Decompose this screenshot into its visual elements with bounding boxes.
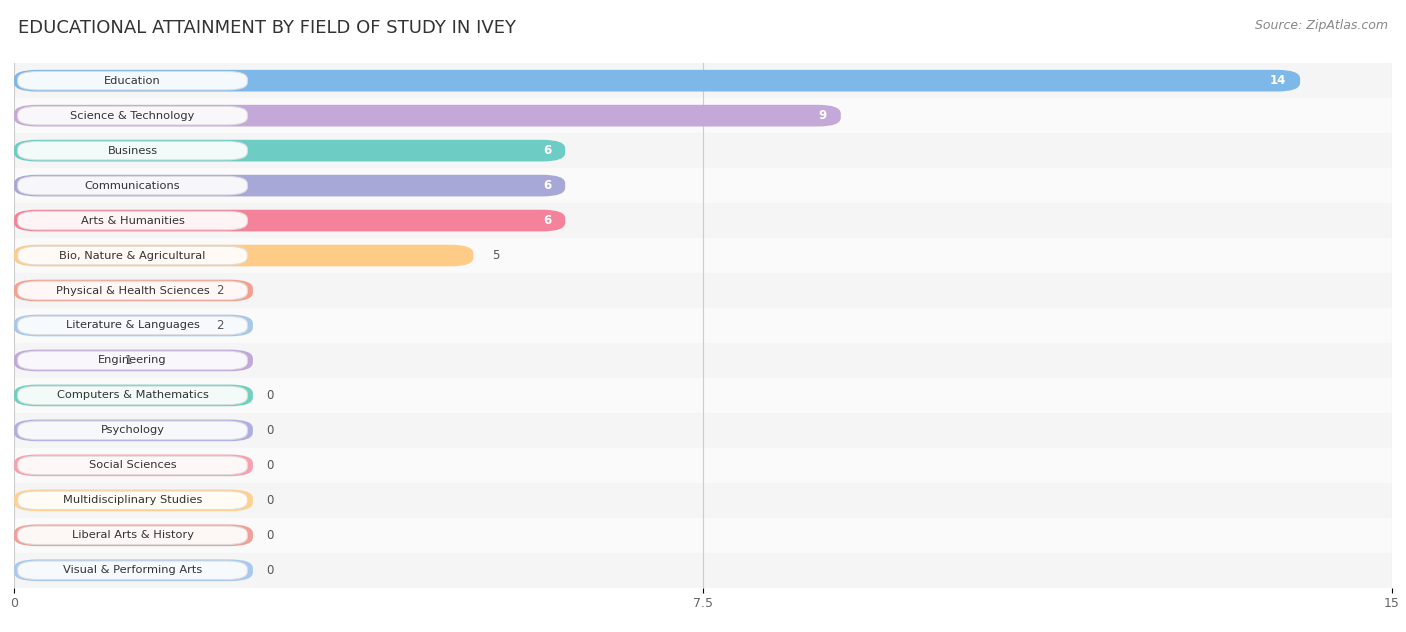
FancyBboxPatch shape xyxy=(18,316,247,335)
Text: 2: 2 xyxy=(217,284,224,297)
Text: EDUCATIONAL ATTAINMENT BY FIELD OF STUDY IN IVEY: EDUCATIONAL ATTAINMENT BY FIELD OF STUDY… xyxy=(18,19,516,37)
FancyBboxPatch shape xyxy=(18,211,247,230)
FancyBboxPatch shape xyxy=(14,175,565,197)
FancyBboxPatch shape xyxy=(18,71,247,90)
FancyBboxPatch shape xyxy=(18,491,247,509)
FancyBboxPatch shape xyxy=(14,385,253,406)
Text: 0: 0 xyxy=(267,459,274,472)
Text: 6: 6 xyxy=(543,214,551,227)
Text: Education: Education xyxy=(104,76,160,86)
Text: 6: 6 xyxy=(543,179,551,192)
Bar xyxy=(14,168,1392,203)
Text: 0: 0 xyxy=(267,389,274,402)
FancyBboxPatch shape xyxy=(14,420,253,441)
FancyBboxPatch shape xyxy=(18,561,247,580)
Bar xyxy=(14,448,1392,483)
FancyBboxPatch shape xyxy=(18,386,247,404)
Text: Liberal Arts & History: Liberal Arts & History xyxy=(72,530,194,540)
Text: 0: 0 xyxy=(267,564,274,577)
FancyBboxPatch shape xyxy=(18,176,247,195)
Bar xyxy=(14,203,1392,238)
FancyBboxPatch shape xyxy=(14,559,253,581)
Text: Source: ZipAtlas.com: Source: ZipAtlas.com xyxy=(1254,19,1388,32)
Text: Computers & Mathematics: Computers & Mathematics xyxy=(56,391,208,401)
Text: 0: 0 xyxy=(267,424,274,437)
Bar xyxy=(14,133,1392,168)
Text: Communications: Communications xyxy=(84,181,180,191)
FancyBboxPatch shape xyxy=(18,456,247,475)
Text: Engineering: Engineering xyxy=(98,355,167,365)
Text: 2: 2 xyxy=(217,319,224,332)
Bar xyxy=(14,238,1392,273)
Text: 0: 0 xyxy=(267,529,274,542)
FancyBboxPatch shape xyxy=(18,142,247,160)
Text: Multidisciplinary Studies: Multidisciplinary Studies xyxy=(63,495,202,506)
Text: Psychology: Psychology xyxy=(101,425,165,435)
FancyBboxPatch shape xyxy=(14,490,253,511)
Bar xyxy=(14,378,1392,413)
Bar xyxy=(14,553,1392,588)
Text: 1: 1 xyxy=(124,354,132,367)
Text: Literature & Languages: Literature & Languages xyxy=(66,320,200,331)
FancyBboxPatch shape xyxy=(18,421,247,440)
FancyBboxPatch shape xyxy=(14,525,253,546)
Text: Science & Technology: Science & Technology xyxy=(70,111,195,121)
Bar xyxy=(14,343,1392,378)
Bar xyxy=(14,483,1392,518)
Bar xyxy=(14,63,1392,98)
FancyBboxPatch shape xyxy=(18,106,247,125)
FancyBboxPatch shape xyxy=(18,351,247,370)
FancyBboxPatch shape xyxy=(14,349,253,371)
FancyBboxPatch shape xyxy=(14,140,565,161)
Text: 0: 0 xyxy=(267,494,274,507)
FancyBboxPatch shape xyxy=(14,280,253,301)
FancyBboxPatch shape xyxy=(14,70,1301,92)
Text: Visual & Performing Arts: Visual & Performing Arts xyxy=(63,565,202,575)
Text: Bio, Nature & Agricultural: Bio, Nature & Agricultural xyxy=(59,250,205,260)
FancyBboxPatch shape xyxy=(14,210,565,231)
Text: Physical & Health Sciences: Physical & Health Sciences xyxy=(56,286,209,296)
Text: 5: 5 xyxy=(492,249,499,262)
FancyBboxPatch shape xyxy=(14,315,253,336)
FancyBboxPatch shape xyxy=(18,526,247,545)
Text: 9: 9 xyxy=(818,109,827,122)
Text: 6: 6 xyxy=(543,144,551,157)
FancyBboxPatch shape xyxy=(14,105,841,126)
Bar xyxy=(14,98,1392,133)
FancyBboxPatch shape xyxy=(14,454,253,476)
Bar xyxy=(14,308,1392,343)
Text: Social Sciences: Social Sciences xyxy=(89,460,176,470)
Text: Business: Business xyxy=(107,145,157,155)
Bar xyxy=(14,273,1392,308)
Text: 14: 14 xyxy=(1270,74,1286,87)
Bar xyxy=(14,518,1392,553)
FancyBboxPatch shape xyxy=(18,281,247,300)
Text: Arts & Humanities: Arts & Humanities xyxy=(80,216,184,226)
FancyBboxPatch shape xyxy=(18,246,247,265)
FancyBboxPatch shape xyxy=(14,245,474,266)
Bar xyxy=(14,413,1392,448)
